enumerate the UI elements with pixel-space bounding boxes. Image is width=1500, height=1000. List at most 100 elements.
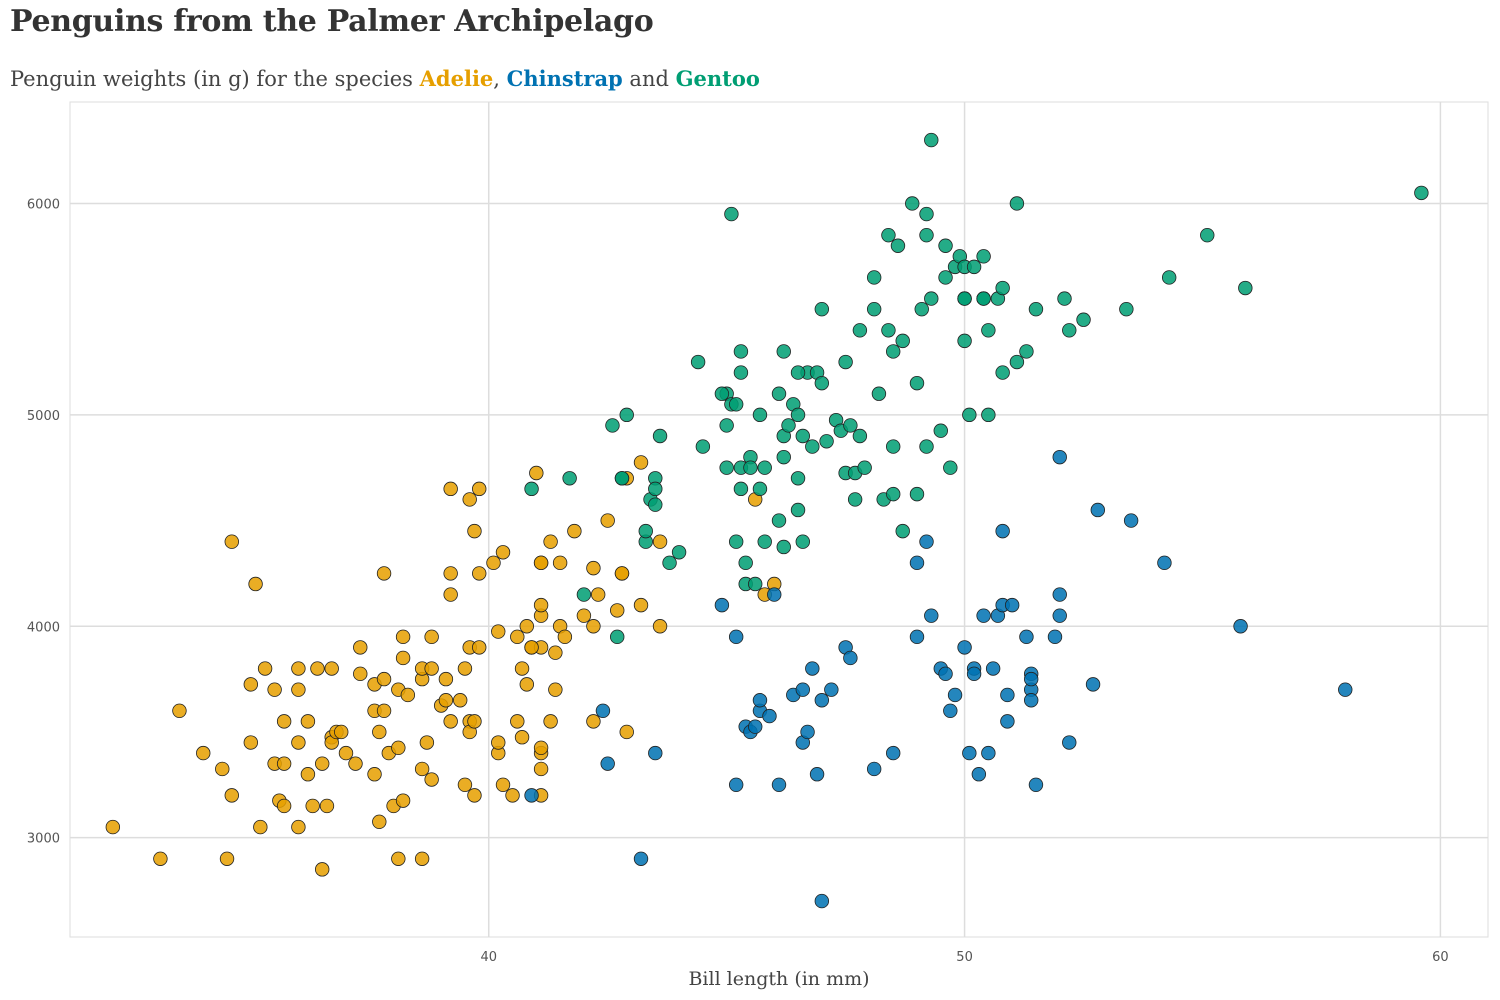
data-point-gentoo [981,323,996,338]
data-point-adelie [248,576,263,592]
data-point-adelie [472,640,487,655]
data-point-adelie [567,523,582,539]
data-point-adelie [472,481,487,497]
data-point-adelie [633,597,649,613]
data-point-adelie [614,566,630,581]
data-point-adelie [291,819,306,835]
data-point-chinstrap [814,693,830,708]
data-point-adelie [529,465,544,481]
data-point-adelie [472,566,487,581]
x-tick-label: 50 [956,950,973,965]
data-point-adelie [548,682,563,697]
data-point-gentoo [790,365,806,380]
data-point-adelie [314,862,330,877]
data-points [105,132,1429,909]
data-point-gentoo [966,259,982,275]
data-point-adelie [510,714,525,729]
data-point-chinstrap [595,703,611,719]
data-point-gentoo [1200,227,1215,243]
x-axis-label: Bill length (in mm) [688,968,869,990]
data-point-gentoo [895,333,910,349]
chart-subtitle: Penguin weights (in g) for the species A… [10,66,760,91]
data-point-adelie [153,851,168,866]
data-point-chinstrap [1023,671,1039,687]
data-point-chinstrap [971,767,987,782]
y-tick-label: 5000 [27,409,60,424]
data-point-adelie [243,677,259,692]
data-point-gentoo [919,439,934,454]
data-point-adelie [372,814,387,829]
data-point-adelie [291,682,306,697]
data-point-gentoo [695,439,711,454]
data-point-chinstrap [1157,555,1172,571]
data-point-gentoo [919,227,934,243]
subtitle-sep-2: and [622,67,676,91]
data-point-gentoo [924,132,939,148]
data-point-adelie [495,545,511,560]
data-point-adelie [300,714,316,729]
data-point-gentoo [914,301,929,317]
data-point-gentoo [1414,185,1429,201]
data-point-chinstrap [824,682,839,697]
data-point-adelie [576,608,592,623]
data-point-adelie [600,513,615,528]
data-point-gentoo [814,375,830,391]
data-point-gentoo [790,407,806,423]
data-point-gentoo [838,354,853,370]
data-point-chinstrap [728,777,744,792]
data-point-adelie [172,703,187,719]
data-point-chinstrap [600,756,615,771]
data-point-chinstrap [1052,608,1067,623]
data-point-adelie [305,798,320,814]
data-point-adelie [610,603,625,618]
data-point-gentoo [962,407,977,423]
data-point-gentoo [905,196,920,211]
data-point-gentoo [738,555,753,571]
data-point-adelie [376,566,392,581]
data-point-adelie [524,640,539,655]
data-point-gentoo [648,497,663,512]
data-point-chinstrap [909,629,925,645]
data-point-adelie [353,666,368,682]
data-point-chinstrap [981,745,996,761]
data-point-adelie [495,777,511,792]
data-point-adelie [443,714,458,729]
data-point-adelie [257,661,273,676]
data-point-gentoo [733,344,749,359]
data-point-gentoo [719,460,734,475]
data-point-adelie [310,661,325,676]
legend-gentoo: Gentoo [675,66,760,91]
data-point-gentoo [724,206,739,222]
data-point-chinstrap [1000,687,1015,703]
data-point-adelie [514,730,530,745]
data-point-adelie [219,851,235,866]
data-point-adelie [586,560,601,576]
data-point-gentoo [957,291,972,306]
data-point-gentoo [895,523,910,539]
data-point-adelie [391,740,406,756]
data-point-gentoo [790,502,806,518]
data-point-chinstrap [814,893,830,909]
data-point-chinstrap [995,523,1010,539]
data-point-adelie [348,756,363,771]
legend-adelie: Adelie [419,66,494,91]
data-point-gentoo [728,397,744,412]
data-point-gentoo [776,344,791,359]
data-point-adelie [253,819,268,835]
chart-title: Penguins from the Palmer Archipelago [10,4,654,39]
subtitle-sep-1: , [493,67,507,91]
data-point-gentoo [781,418,796,433]
data-point-gentoo [871,386,887,401]
data-point-chinstrap [1052,449,1067,465]
data-point-gentoo [743,460,758,475]
data-point-chinstrap [1028,777,1044,792]
data-point-gentoo [886,486,901,502]
data-point-adelie [276,756,292,771]
data-point-adelie [395,793,411,808]
data-point-adelie [400,687,416,703]
data-point-adelie [633,455,649,470]
data-point-chinstrap [976,608,991,623]
data-point-adelie [438,671,454,687]
data-point-adelie [457,661,473,676]
